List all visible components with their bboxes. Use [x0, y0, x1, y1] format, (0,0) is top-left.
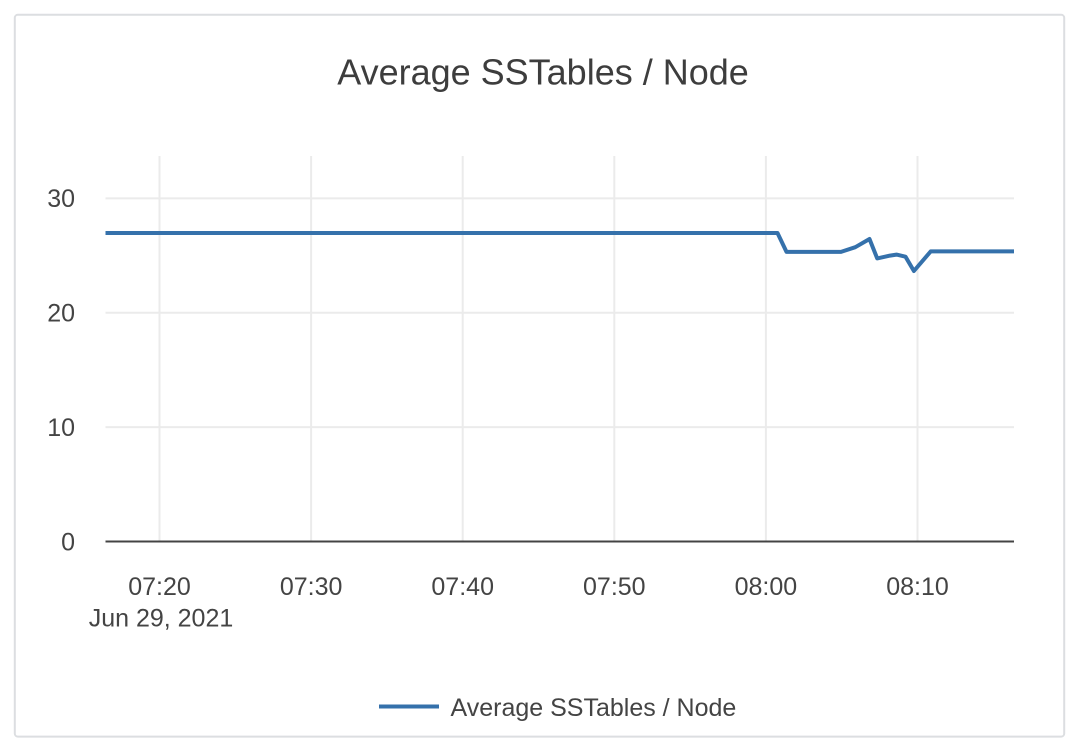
- svg-text:08:10: 08:10: [886, 573, 949, 601]
- svg-text:0: 0: [61, 528, 75, 556]
- svg-text:Average SSTables / Node: Average SSTables / Node: [337, 52, 749, 93]
- svg-text:07:40: 07:40: [431, 573, 494, 601]
- svg-text:07:20: 07:20: [128, 573, 191, 601]
- svg-text:Average SSTables / Node: Average SSTables / Node: [451, 694, 737, 722]
- svg-text:07:50: 07:50: [583, 573, 646, 601]
- svg-text:30: 30: [47, 185, 75, 213]
- svg-text:07:30: 07:30: [280, 573, 343, 601]
- svg-text:Jun 29, 2021: Jun 29, 2021: [89, 605, 234, 633]
- svg-text:10: 10: [47, 414, 75, 442]
- svg-text:08:00: 08:00: [735, 573, 798, 601]
- svg-text:20: 20: [47, 300, 75, 328]
